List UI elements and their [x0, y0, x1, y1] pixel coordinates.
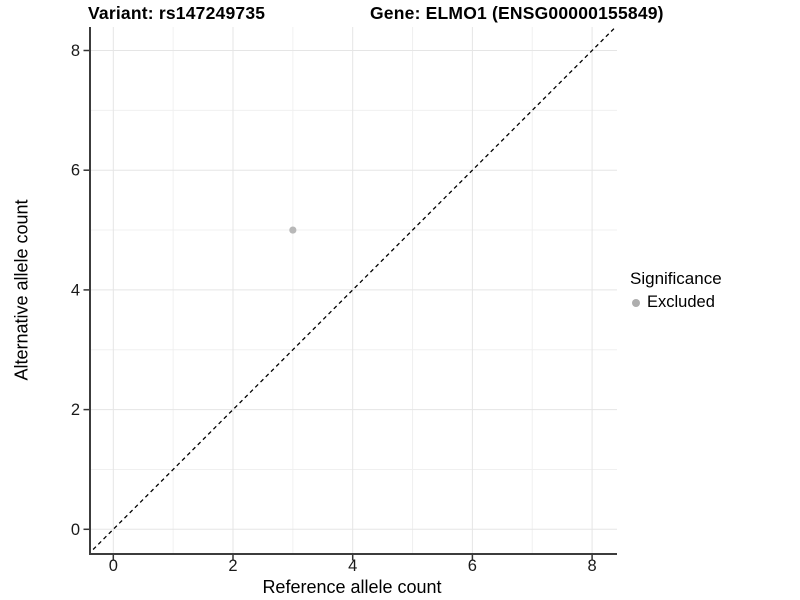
- plot-title-variant: Variant: rs147249735: [88, 3, 266, 23]
- y-tick-label: 6: [71, 162, 80, 180]
- y-axis-title: Alternative allele count: [11, 199, 32, 381]
- data-point: [289, 226, 297, 234]
- y-tick-label: 8: [71, 42, 80, 60]
- y-tick-label: 0: [71, 521, 80, 539]
- legend-item-excluded: Excluded: [632, 293, 722, 312]
- x-tick-label: 6: [468, 557, 477, 575]
- x-tick-label: 0: [109, 557, 118, 575]
- legend: Significance Excluded: [630, 269, 722, 312]
- plot-title-gene: Gene: ELMO1 (ENSG00000155849): [370, 3, 664, 23]
- identity-dashed-line: [90, 27, 617, 554]
- legend-title: Significance: [630, 269, 722, 288]
- x-tick-label: 2: [228, 557, 237, 575]
- y-tick-label: 2: [71, 401, 80, 419]
- legend-key-point-icon: [632, 298, 640, 307]
- x-tick-label: 4: [348, 557, 357, 575]
- x-tick-label: 8: [588, 557, 597, 575]
- legend-item-label: Excluded: [647, 293, 715, 311]
- x-axis-title: Reference allele count: [262, 577, 442, 597]
- y-tick-label: 4: [71, 281, 80, 299]
